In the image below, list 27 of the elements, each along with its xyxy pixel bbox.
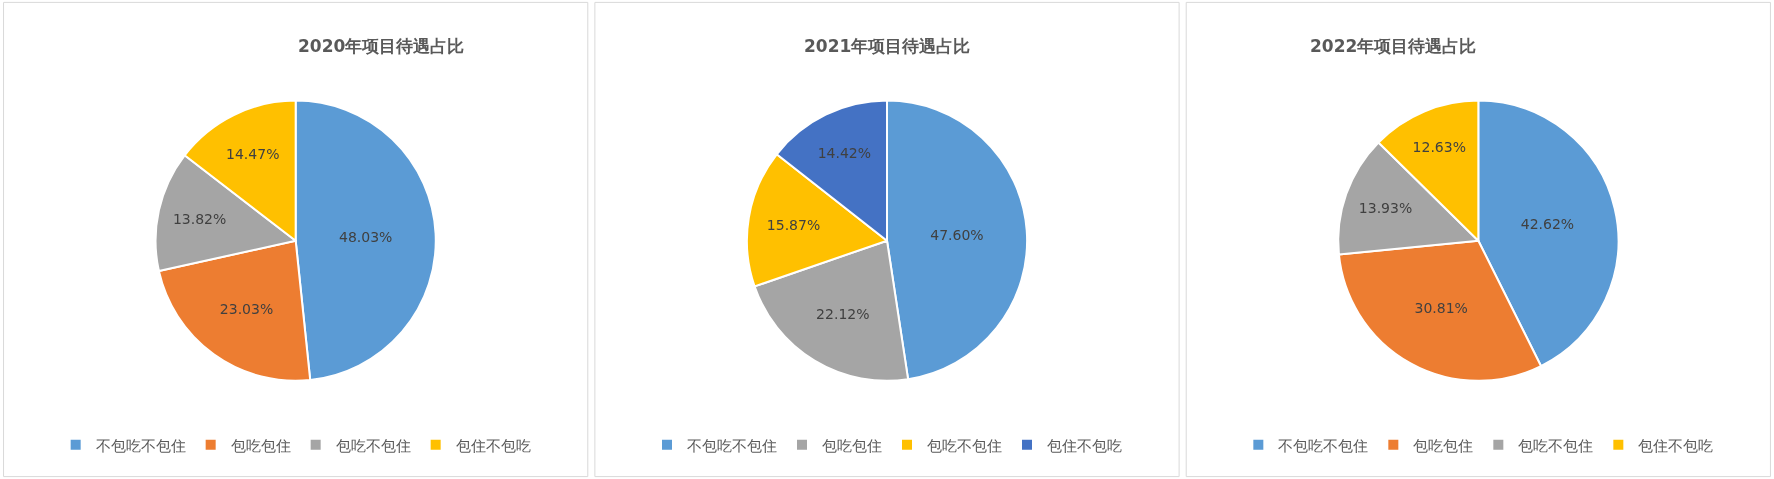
legend-label: 不包吃不包住 <box>95 436 186 455</box>
chart-title: 2021年项目待遇占比 <box>804 36 971 56</box>
data-label: 23.03% <box>219 300 274 317</box>
chart-title: 2020年项目待遇占比 <box>298 36 465 56</box>
legend-label: 包吃包住 <box>822 436 882 455</box>
legend-label: 包住不包吃 <box>1047 436 1122 455</box>
legend-label: 包住不包吃 <box>455 436 531 455</box>
legend-label: 包吃不包住 <box>1518 436 1594 455</box>
data-label: 14.42% <box>817 145 872 162</box>
chart-title: 2022年项目待遇占比 <box>1310 36 1477 56</box>
legend-label: 不包吃不包住 <box>687 436 777 455</box>
data-label: 15.87% <box>766 217 821 233</box>
data-label: 48.03% <box>338 229 393 246</box>
legend-label: 包吃包住 <box>1413 436 1474 455</box>
data-label: 12.63% <box>1412 139 1466 156</box>
data-label: 22.12% <box>816 305 870 322</box>
data-label: 30.81% <box>1414 299 1468 316</box>
data-label: 13.82% <box>172 211 227 228</box>
legend-label: 包吃不包住 <box>927 436 1002 455</box>
legend-label: 包住不包吃 <box>1638 436 1714 455</box>
data-label: 47.60% <box>930 227 984 244</box>
data-label: 14.47% <box>226 145 280 162</box>
legend-label: 包吃不包住 <box>335 436 411 455</box>
legend-label: 包吃包住 <box>230 436 291 455</box>
legend-label: 不包吃不包住 <box>1278 436 1369 455</box>
data-label: 13.93% <box>1358 199 1413 216</box>
data-label: 42.62% <box>1520 216 1575 233</box>
